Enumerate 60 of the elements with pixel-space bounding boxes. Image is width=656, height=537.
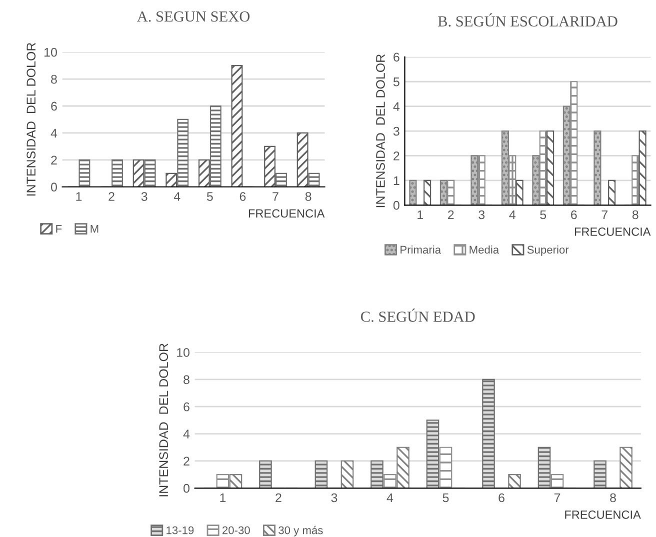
- legend-label: 30 y más: [278, 526, 323, 536]
- legend-label: M: [90, 224, 98, 233]
- y-axis-title: INTENSIDAD DEL DOLOR: [159, 344, 168, 496]
- x-tick-label: 2: [108, 192, 114, 201]
- chart-title: B. SEGÚN ESCOLARIDAD: [438, 13, 618, 27]
- legend-label: Superior: [527, 246, 569, 256]
- x-tick-label: 5: [442, 493, 449, 502]
- y-tick-label: 1: [394, 176, 400, 185]
- legend-label: 13-19: [166, 526, 194, 534]
- y-tick-label: 5: [393, 78, 400, 86]
- x-tick-label: 8: [610, 493, 616, 502]
- x-tick-label: 8: [305, 192, 312, 201]
- y-tick-label: 0: [50, 182, 57, 192]
- x-tick-label: 6: [571, 210, 577, 220]
- y-tick-label: 4: [183, 430, 190, 438]
- y-tick-label: 3: [393, 126, 400, 136]
- x-tick-label: 1: [220, 493, 226, 502]
- legend-label: 20-30: [222, 526, 250, 534]
- y-tick-label: 10: [44, 48, 57, 57]
- x-tick-label: 4: [509, 210, 516, 220]
- legend-label: Media: [470, 246, 500, 254]
- y-tick-label: 2: [51, 156, 57, 164]
- y-tick-label: 10: [177, 348, 190, 357]
- y-tick-label: 4: [393, 102, 400, 111]
- x-tick-label: 7: [554, 493, 560, 502]
- chart-title: A. SEGUN SEXO: [137, 11, 250, 22]
- y-axis-title: INTENSIDAD DEL DOLOR: [376, 54, 385, 208]
- x-tick-label: 3: [331, 493, 338, 502]
- y-tick-label: 2: [394, 152, 400, 160]
- x-tick-label: 7: [602, 210, 608, 220]
- x-tick-label: 3: [141, 192, 148, 201]
- x-tick-label: 6: [240, 192, 246, 201]
- x-tick-label: 2: [276, 493, 282, 502]
- chart-title: C. SEGÚN EDAD: [360, 308, 475, 322]
- x-tick-label: 7: [272, 192, 278, 201]
- y-tick-label: 2: [184, 456, 190, 466]
- x-tick-label: 6: [498, 493, 504, 502]
- y-tick-label: 6: [51, 102, 57, 111]
- x-tick-label: 5: [540, 210, 546, 220]
- y-tick-label: 0: [393, 200, 400, 210]
- legend-label: Primaria: [400, 246, 442, 254]
- x-tick-label: 3: [478, 210, 485, 220]
- y-tick-label: 6: [184, 402, 190, 412]
- y-tick-label: 6: [394, 52, 400, 62]
- x-tick-label: 4: [174, 192, 180, 201]
- y-axis-title: INTENSIDAD DEL DOLOR: [26, 42, 36, 196]
- x-tick-label: 2: [448, 210, 454, 220]
- x-tick-label: 8: [632, 210, 638, 220]
- x-tick-label: 4: [386, 493, 394, 502]
- x-axis-title: FRECUENCIA: [248, 209, 325, 218]
- y-tick-label: 8: [51, 74, 57, 84]
- y-tick-label: 0: [184, 484, 190, 493]
- x-axis-title: FRECUENCIA: [565, 510, 641, 519]
- x-tick-label: 1: [76, 192, 82, 201]
- y-tick-label: 8: [184, 375, 190, 384]
- legend-label: F: [56, 224, 62, 233]
- x-tick-label: 1: [418, 210, 423, 220]
- x-axis-title: FRECUENCIA: [574, 228, 651, 236]
- x-tick-label: 5: [206, 192, 213, 201]
- y-tick-label: 4: [50, 128, 58, 138]
